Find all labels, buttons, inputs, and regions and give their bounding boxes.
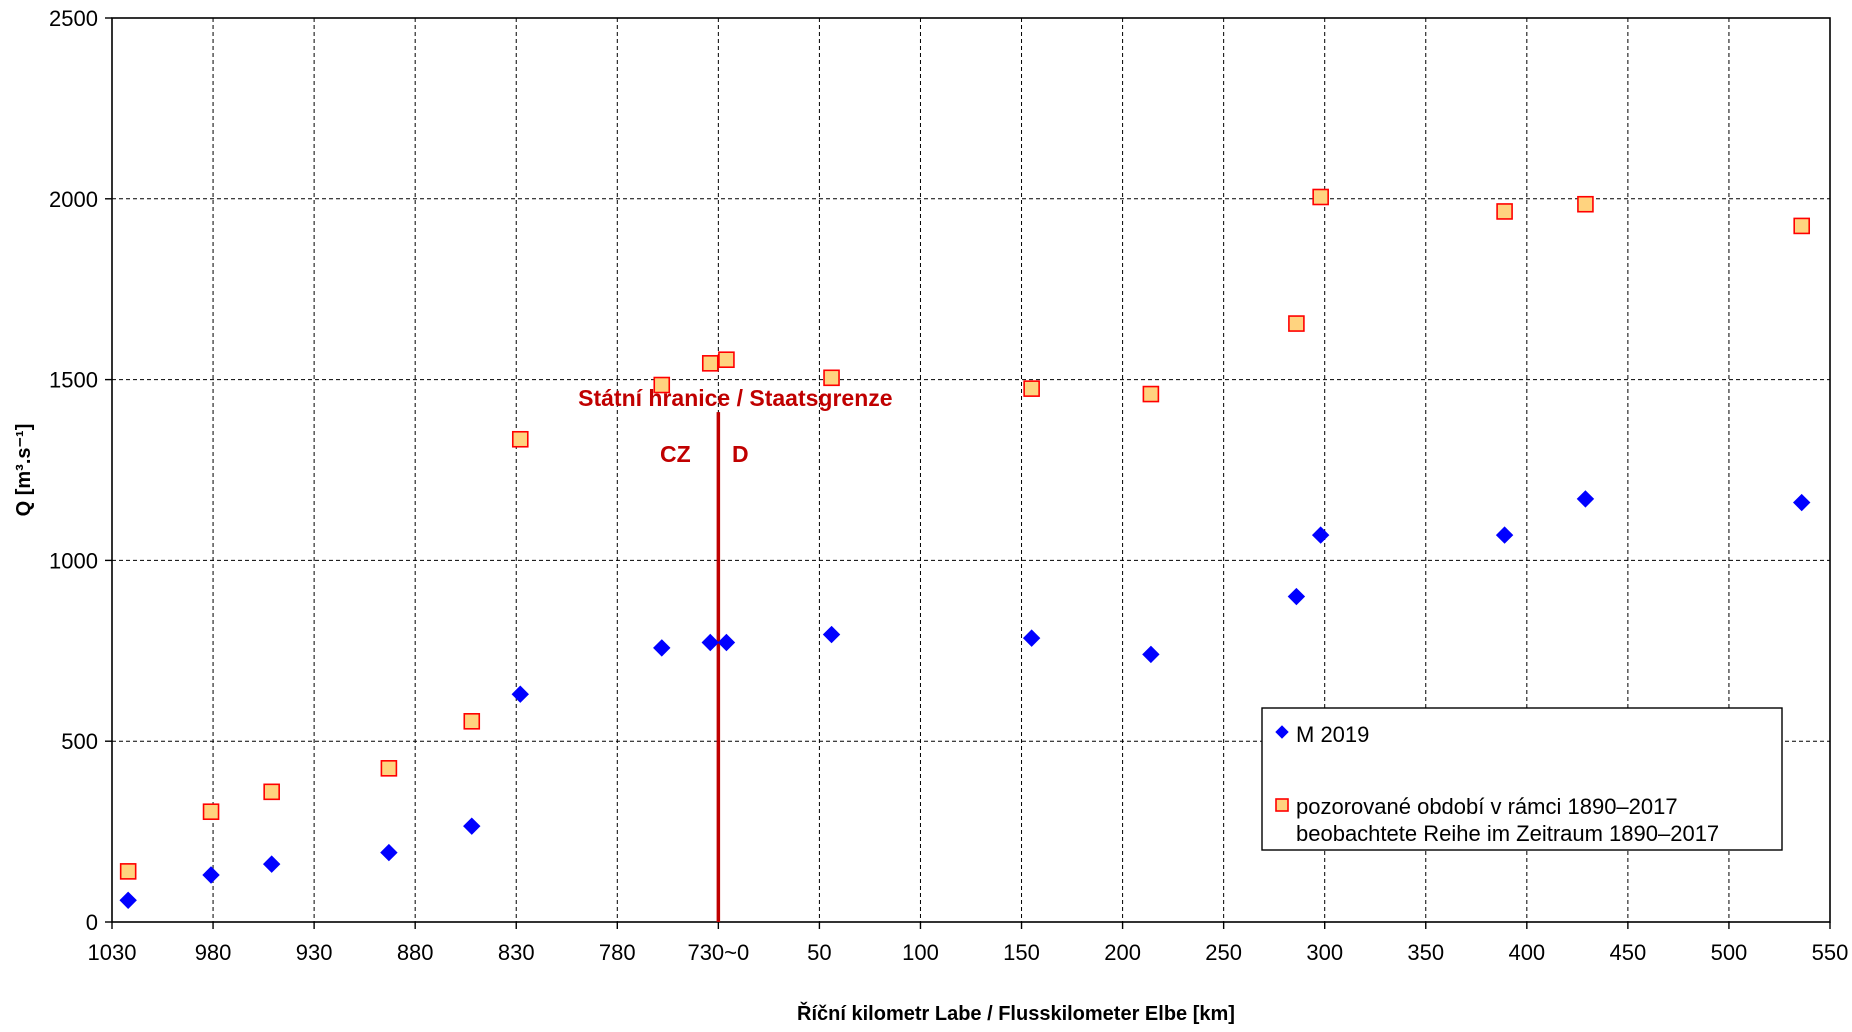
d-side-label: D — [732, 441, 749, 467]
m2019-point — [262, 855, 281, 873]
x-tick-label: 880 — [397, 940, 434, 965]
m2019-point — [1287, 587, 1306, 606]
border-annotation: Státní hranice / Staatsgrenze CZ D — [578, 385, 893, 922]
m2019-point — [1792, 493, 1811, 512]
observed-point — [653, 376, 671, 394]
y-tick-label: 2000 — [49, 187, 98, 212]
observed-point — [1142, 385, 1160, 403]
x-tick-label: 150 — [1003, 940, 1040, 965]
m2019-point — [119, 891, 137, 910]
m2019-point — [1495, 526, 1514, 544]
x-tick-label: 50 — [807, 940, 831, 965]
m2019-point — [1311, 526, 1330, 544]
legend-label-m2019: M 2019 — [1296, 722, 1369, 747]
data-points — [119, 188, 1811, 910]
observed-point — [263, 783, 280, 801]
x-tick-label: 300 — [1306, 940, 1343, 965]
m2019-point — [1576, 490, 1595, 508]
m2019-point — [717, 633, 736, 652]
observed-point — [1793, 217, 1811, 235]
x-tick-label: 100 — [902, 940, 939, 965]
m2019-point — [1142, 645, 1160, 664]
x-tick-label: 830 — [498, 940, 535, 965]
x-tick-label: 250 — [1205, 940, 1242, 965]
axis-ticks: 1030 980 930 880 830 780 730~0 50 100 150 200 250 30… — [49, 6, 1848, 965]
observed-point — [1023, 380, 1040, 397]
m2019-point — [380, 843, 398, 862]
x-axis-title: Říční kilometr Labe / Flusskilometer Elb… — [797, 1001, 1235, 1025]
x-tick-label: 1030 — [88, 940, 137, 965]
x-tick-label: 730~0 — [687, 940, 749, 965]
legend-box — [1261, 707, 1783, 851]
observed-point — [463, 713, 481, 730]
x-tick-label: 400 — [1508, 940, 1545, 965]
x-tick-label: 550 — [1812, 940, 1849, 965]
observed-point — [1577, 195, 1594, 213]
legend-label-observed-de: beobachtete Reihe im Zeitraum 1890–2017 — [1296, 821, 1719, 846]
m2019-point — [1022, 629, 1041, 647]
legend-markers — [1275, 725, 1289, 812]
observed-point — [119, 863, 137, 880]
x-tick-label: 350 — [1407, 940, 1444, 965]
x-tick-label: 780 — [599, 940, 636, 965]
legend: M 2019 pozorované období v rámci 1890–20… — [1261, 707, 1783, 851]
observed-point — [1288, 315, 1305, 332]
y-tick-label: 0 — [86, 910, 98, 935]
y-axis-title: Q [m³.s⁻¹] — [13, 424, 35, 517]
m2019-point — [202, 866, 220, 884]
m2019-point — [463, 817, 481, 835]
observed-point — [202, 803, 220, 821]
legend-label-observed-cz: pozorované období v rámci 1890–2017 — [1296, 794, 1678, 819]
observed-point — [701, 355, 719, 372]
x-tick-label: 450 — [1610, 940, 1647, 965]
x-tick-label: 980 — [195, 940, 232, 965]
x-tick-label: 200 — [1104, 940, 1141, 965]
y-tick-label: 1000 — [49, 548, 98, 573]
m2019-point — [822, 625, 841, 644]
m2019-point — [511, 685, 529, 703]
observed-point — [1496, 203, 1513, 220]
observed-point — [1312, 188, 1329, 206]
observed-point — [511, 430, 529, 448]
legend-marker-square — [1275, 798, 1289, 812]
y-tick-label: 1500 — [49, 368, 98, 393]
x-tick-label: 930 — [296, 940, 333, 965]
m2019-point — [701, 633, 719, 652]
m2019-point — [653, 639, 671, 657]
state-border-label: Státní hranice / Staatsgrenze — [578, 385, 892, 411]
y-tick-label: 2500 — [49, 6, 98, 31]
grid-lines — [112, 18, 1830, 922]
observed-point — [718, 351, 735, 369]
plot-area-frame — [111, 17, 1831, 923]
cz-side-label: CZ — [660, 441, 691, 467]
observed-point — [823, 369, 840, 387]
observed-point — [380, 760, 398, 777]
y-tick-label: 500 — [61, 729, 98, 754]
x-tick-label: 500 — [1711, 940, 1748, 965]
legend-marker-diamond — [1275, 725, 1289, 739]
